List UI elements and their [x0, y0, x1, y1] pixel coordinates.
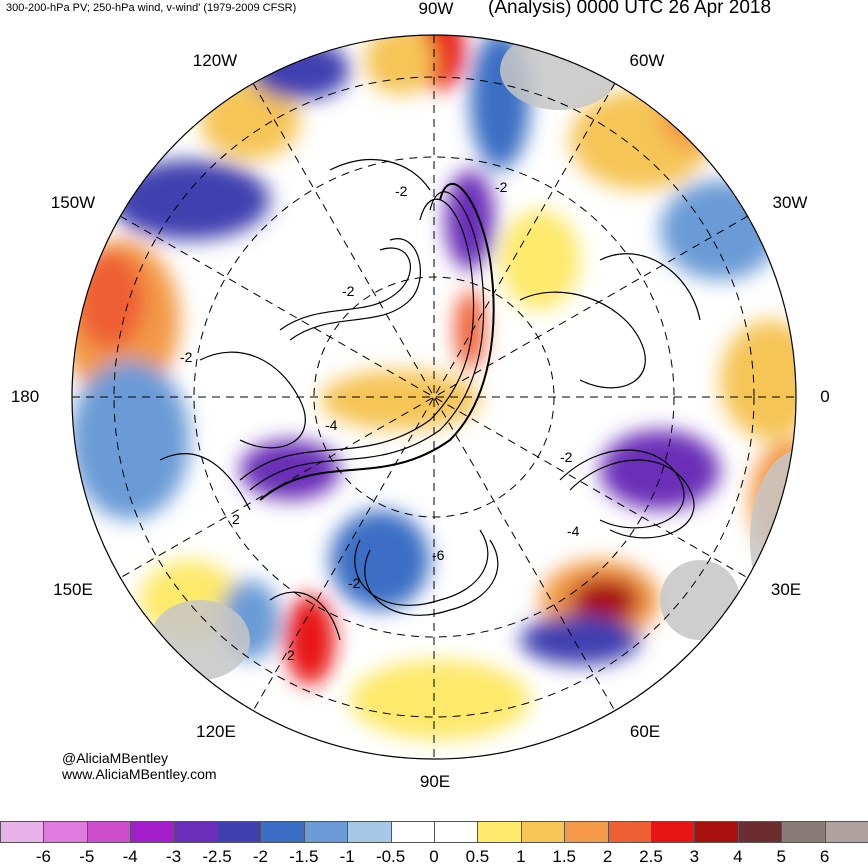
- colorbar-tick-label: 3: [689, 847, 700, 866]
- lon-label-top: 90W: [418, 0, 454, 18]
- colorbar-tick-label: 5: [776, 847, 786, 866]
- colorbar-swatch: [824, 821, 868, 843]
- credit-handle: @AliciaMBentley: [62, 750, 169, 766]
- contour-label: 2: [287, 647, 295, 663]
- lon-label-upper-left: 150W: [50, 193, 96, 212]
- colorbar-swatch: [477, 821, 522, 843]
- map-disk: [72, 35, 796, 759]
- colorbar-swatch: [217, 821, 262, 843]
- lon-label-lower-left: 150E: [53, 580, 93, 599]
- colorbar-swatch: [347, 821, 392, 843]
- contour-label: -2: [395, 183, 408, 199]
- colorbar-swatch: [390, 821, 435, 843]
- map-border: [71, 34, 797, 760]
- contour-label-group: -2 -2 -2 -2 -4 -2 -6 -4 -2 2 2: [180, 179, 580, 663]
- lon-label-right: 0: [820, 387, 830, 406]
- colorbar-tick-label: -2: [252, 847, 268, 866]
- colorbar-swatch: [260, 821, 305, 843]
- colorbar-tick-label: 2: [602, 847, 613, 866]
- colorbar-swatch: [694, 821, 739, 843]
- colorbar-tick-label: 1.5: [552, 847, 577, 866]
- colorbar-tick-label: 1: [516, 847, 526, 866]
- contour-label: -4: [325, 417, 338, 433]
- lon-label-left: 180: [10, 387, 40, 406]
- colorbar-swatch: [0, 821, 45, 843]
- map-title: 300-200-hPa PV; 250-hPa wind, v-wind' (1…: [6, 2, 297, 14]
- lon-label-top-left: 120W: [192, 51, 238, 70]
- colorbar-tick-label: -1.5: [289, 847, 319, 866]
- valid-time-title: (Analysis) 0000 UTC 26 Apr 2018: [488, 0, 772, 18]
- contour-label: -2: [342, 283, 355, 299]
- colorbar-swatch: [607, 821, 652, 843]
- graticule: [72, 35, 796, 759]
- lon-label-lower-right: 30E: [770, 580, 802, 599]
- colorbar-swatch: [303, 821, 349, 843]
- contour-label: -4: [567, 523, 580, 539]
- colorbar-tick-label: -3: [166, 847, 182, 866]
- colorbar-swatch: [43, 821, 88, 843]
- contour-label: -6: [432, 547, 445, 563]
- colorbar-tick-label: -0.5: [375, 847, 406, 866]
- colorbar-swatch: [781, 821, 826, 843]
- colorbar-swatch: [520, 821, 566, 843]
- colorbar-tick-label: 4: [733, 847, 743, 866]
- colorbar-swatch: [173, 821, 218, 843]
- lon-label-upper-right: 30W: [772, 193, 808, 212]
- contour-label: -2: [180, 349, 193, 365]
- colorbar-tick-label: -6: [35, 847, 51, 866]
- lon-label-bottom-right: 60E: [629, 722, 661, 741]
- polar-stereographic-map: -2 -2 -2 -2 -4 -2 -6 -4 -2 2 2: [71, 34, 797, 760]
- colorbar-swatch: [564, 821, 609, 843]
- lon-label-bottom: 90E: [419, 772, 451, 791]
- pv-contours: [159, 159, 701, 641]
- lon-label-bottom-left: 120E: [196, 722, 236, 741]
- contour-label: -2: [495, 179, 508, 195]
- colorbar-swatch: [434, 821, 479, 843]
- colorbar-tick-label: 0: [429, 847, 439, 866]
- colorbar-tick-label: -5: [79, 847, 95, 866]
- colorbar-tick-label: -2.5: [202, 847, 232, 866]
- colorbar-tick-label: -4: [122, 847, 138, 866]
- contour-label: 2: [232, 511, 240, 527]
- colorbar-tick-label: -1: [339, 847, 355, 866]
- colorbar: -6 -5 -4 -3 -2.5 -2 -1.5 -1 -0.5 0 0.5 1 1.5 2 2.5 3 4 5 6: [0, 821, 868, 866]
- colorbar-swatch: [651, 821, 696, 843]
- colorbar-tick-label: 0.5: [465, 847, 490, 866]
- lon-label-top-right: 60W: [629, 51, 665, 70]
- colorbar-swatch: [737, 821, 783, 843]
- credit-website: www.AliciaMBentley.com: [62, 766, 217, 782]
- colorbar-tick-label: 6: [819, 847, 830, 866]
- contour-label: -2: [348, 575, 361, 591]
- colorbar-swatch: [86, 821, 132, 843]
- contour-label: -2: [560, 449, 573, 465]
- colorbar-tick-label: 2.5: [639, 847, 663, 866]
- colorbar-swatch: [130, 821, 175, 843]
